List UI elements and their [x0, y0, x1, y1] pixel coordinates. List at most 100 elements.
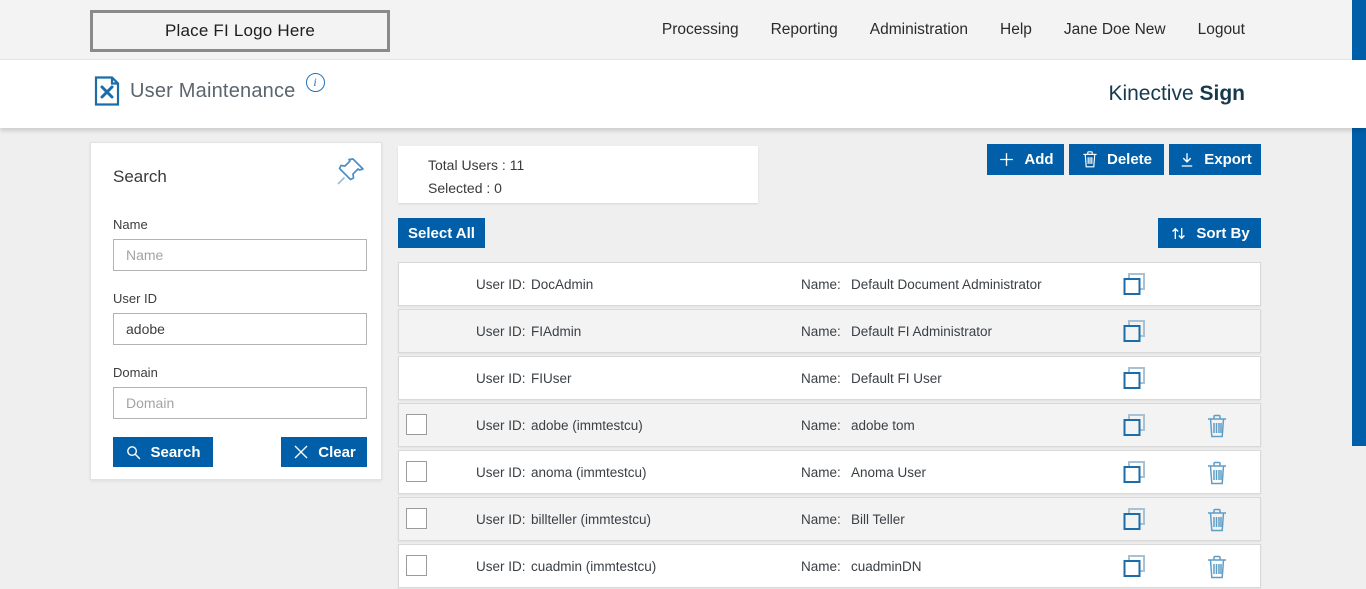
user-id-label: User ID: — [476, 324, 526, 339]
user-row: User ID: cuadmin (immtestcu) Name: cuadm… — [398, 544, 1261, 588]
user-id-label: User ID: — [476, 277, 526, 292]
user-row: User ID: FIUser Name: Default FI User — [398, 356, 1261, 400]
select-all-label: Select All — [408, 224, 475, 242]
fi-logo-text: Place FI Logo Here — [164, 21, 316, 40]
select-all-button[interactable]: Select All — [398, 218, 485, 248]
total-users-text: Total Users : 11 — [428, 157, 525, 173]
copy-icon[interactable] — [1121, 412, 1148, 440]
domain-input[interactable] — [113, 387, 367, 419]
name-value: Bill Teller — [851, 512, 905, 527]
delete-button-label: Delete — [1106, 151, 1153, 168]
user-id-value: anoma (immtestcu) — [531, 465, 647, 480]
copy-icon[interactable] — [1121, 506, 1148, 534]
nav-administration[interactable]: Administration — [869, 21, 969, 38]
action-toolbar: Add Delete Export — [987, 144, 1261, 175]
domain-field-label: Domain — [113, 365, 158, 380]
name-value: Anoma User — [851, 465, 927, 480]
row-checkbox[interactable] — [406, 555, 427, 576]
nav-user-name[interactable]: Jane Doe New — [1063, 21, 1166, 38]
user-id-value: adobe (immtestcu) — [531, 418, 643, 433]
clear-button[interactable]: Clear — [281, 437, 367, 467]
sort-by-button[interactable]: Sort By — [1158, 218, 1261, 248]
plus-icon — [1000, 153, 1014, 166]
brand-logo: Kinective Sign — [1108, 82, 1245, 106]
user-id-value: cuadmin (immtestcu) — [531, 559, 657, 574]
user-row: User ID: billteller (immtestcu) Name: Bi… — [398, 497, 1261, 541]
trash-icon[interactable] — [1205, 460, 1229, 486]
download-icon — [1181, 152, 1193, 167]
name-label: Name: — [801, 559, 841, 574]
delete-button[interactable]: Delete — [1069, 144, 1164, 175]
user-id-label: User ID: — [476, 465, 526, 480]
user-id-label: User ID: — [476, 512, 526, 527]
user-maintenance-icon — [94, 76, 120, 106]
user-row: User ID: adobe (immtestcu) Name: adobe t… — [398, 403, 1261, 447]
pin-icon[interactable] — [335, 155, 367, 187]
nav-reporting[interactable]: Reporting — [770, 21, 838, 38]
user-id-input[interactable] — [113, 313, 367, 345]
top-bar: Place FI Logo Here Processing Reporting … — [0, 0, 1366, 60]
name-label: Name: — [801, 277, 841, 292]
add-button[interactable]: Add — [987, 144, 1064, 175]
nav-processing[interactable]: Processing — [661, 21, 739, 38]
nav-help[interactable]: Help — [1000, 21, 1032, 38]
top-navigation: Processing Reporting Administration Help… — [662, 0, 1245, 60]
user-id-label: User ID: — [476, 418, 526, 433]
row-checkbox[interactable] — [406, 414, 427, 435]
user-id-value: FIAdmin — [531, 324, 582, 339]
name-label: Name: — [801, 371, 841, 386]
summary-box: Total Users : 11 Selected : 0 — [398, 146, 758, 203]
fi-logo-placeholder: Place FI Logo Here — [90, 10, 390, 52]
add-button-label: Add — [1024, 151, 1054, 168]
search-panel-title: Search — [113, 167, 167, 186]
sort-icon — [1172, 227, 1186, 239]
name-label: Name: — [801, 324, 841, 339]
user-id-label: User ID: — [476, 371, 526, 386]
trash-icon[interactable] — [1205, 413, 1229, 439]
name-label: Name: — [801, 418, 841, 433]
search-button-label: Search — [150, 443, 201, 461]
search-icon — [127, 445, 141, 459]
name-field-label: Name — [113, 217, 148, 232]
clear-button-label: Clear — [318, 443, 356, 461]
name-value: cuadminDN — [851, 559, 922, 574]
name-value: Default Document Administrator — [851, 277, 1042, 292]
name-label: Name: — [801, 512, 841, 527]
user-id-value: DocAdmin — [531, 277, 594, 292]
sort-by-label: Sort By — [1196, 224, 1250, 242]
nav-logout[interactable]: Logout — [1197, 21, 1245, 38]
export-button-label: Export — [1204, 151, 1252, 168]
user-list: User ID: DocAdmin Name: Default Document… — [398, 262, 1261, 589]
user-row: User ID: FIAdmin Name: Default FI Admini… — [398, 309, 1261, 353]
trash-icon[interactable] — [1205, 554, 1229, 580]
search-button[interactable]: Search — [113, 437, 213, 467]
user-id-value: FIUser — [531, 371, 572, 386]
trash-icon[interactable] — [1205, 507, 1229, 533]
user-row: User ID: anoma (immtestcu) Name: Anoma U… — [398, 450, 1261, 494]
name-label: Name: — [801, 465, 841, 480]
trash-icon — [1083, 151, 1097, 168]
name-input[interactable] — [113, 239, 367, 271]
name-value: adobe tom — [851, 418, 915, 433]
row-checkbox[interactable] — [406, 461, 427, 482]
copy-icon[interactable] — [1121, 318, 1148, 346]
name-value: Default FI User — [851, 371, 942, 386]
user-id-field-label: User ID — [113, 291, 158, 306]
user-row: User ID: DocAdmin Name: Default Document… — [398, 262, 1261, 306]
user-id-value: billteller (immtestcu) — [531, 512, 652, 527]
page-header: User Maintenance i Kinective Sign — [0, 60, 1366, 128]
copy-icon[interactable] — [1121, 553, 1148, 581]
export-button[interactable]: Export — [1169, 144, 1261, 175]
info-icon[interactable]: i — [305, 72, 325, 92]
row-checkbox[interactable] — [406, 508, 427, 529]
copy-icon[interactable] — [1121, 365, 1148, 393]
selected-text: Selected : 0 — [428, 180, 502, 196]
brand-regular: Kinective — [1108, 82, 1194, 105]
name-value: Default FI Administrator — [851, 324, 993, 339]
x-icon — [294, 445, 308, 459]
search-panel: Search Name User ID Domain Search — [90, 142, 382, 480]
copy-icon[interactable] — [1121, 459, 1148, 487]
copy-icon[interactable] — [1121, 271, 1148, 299]
brand-bold: Sign — [1199, 82, 1246, 105]
